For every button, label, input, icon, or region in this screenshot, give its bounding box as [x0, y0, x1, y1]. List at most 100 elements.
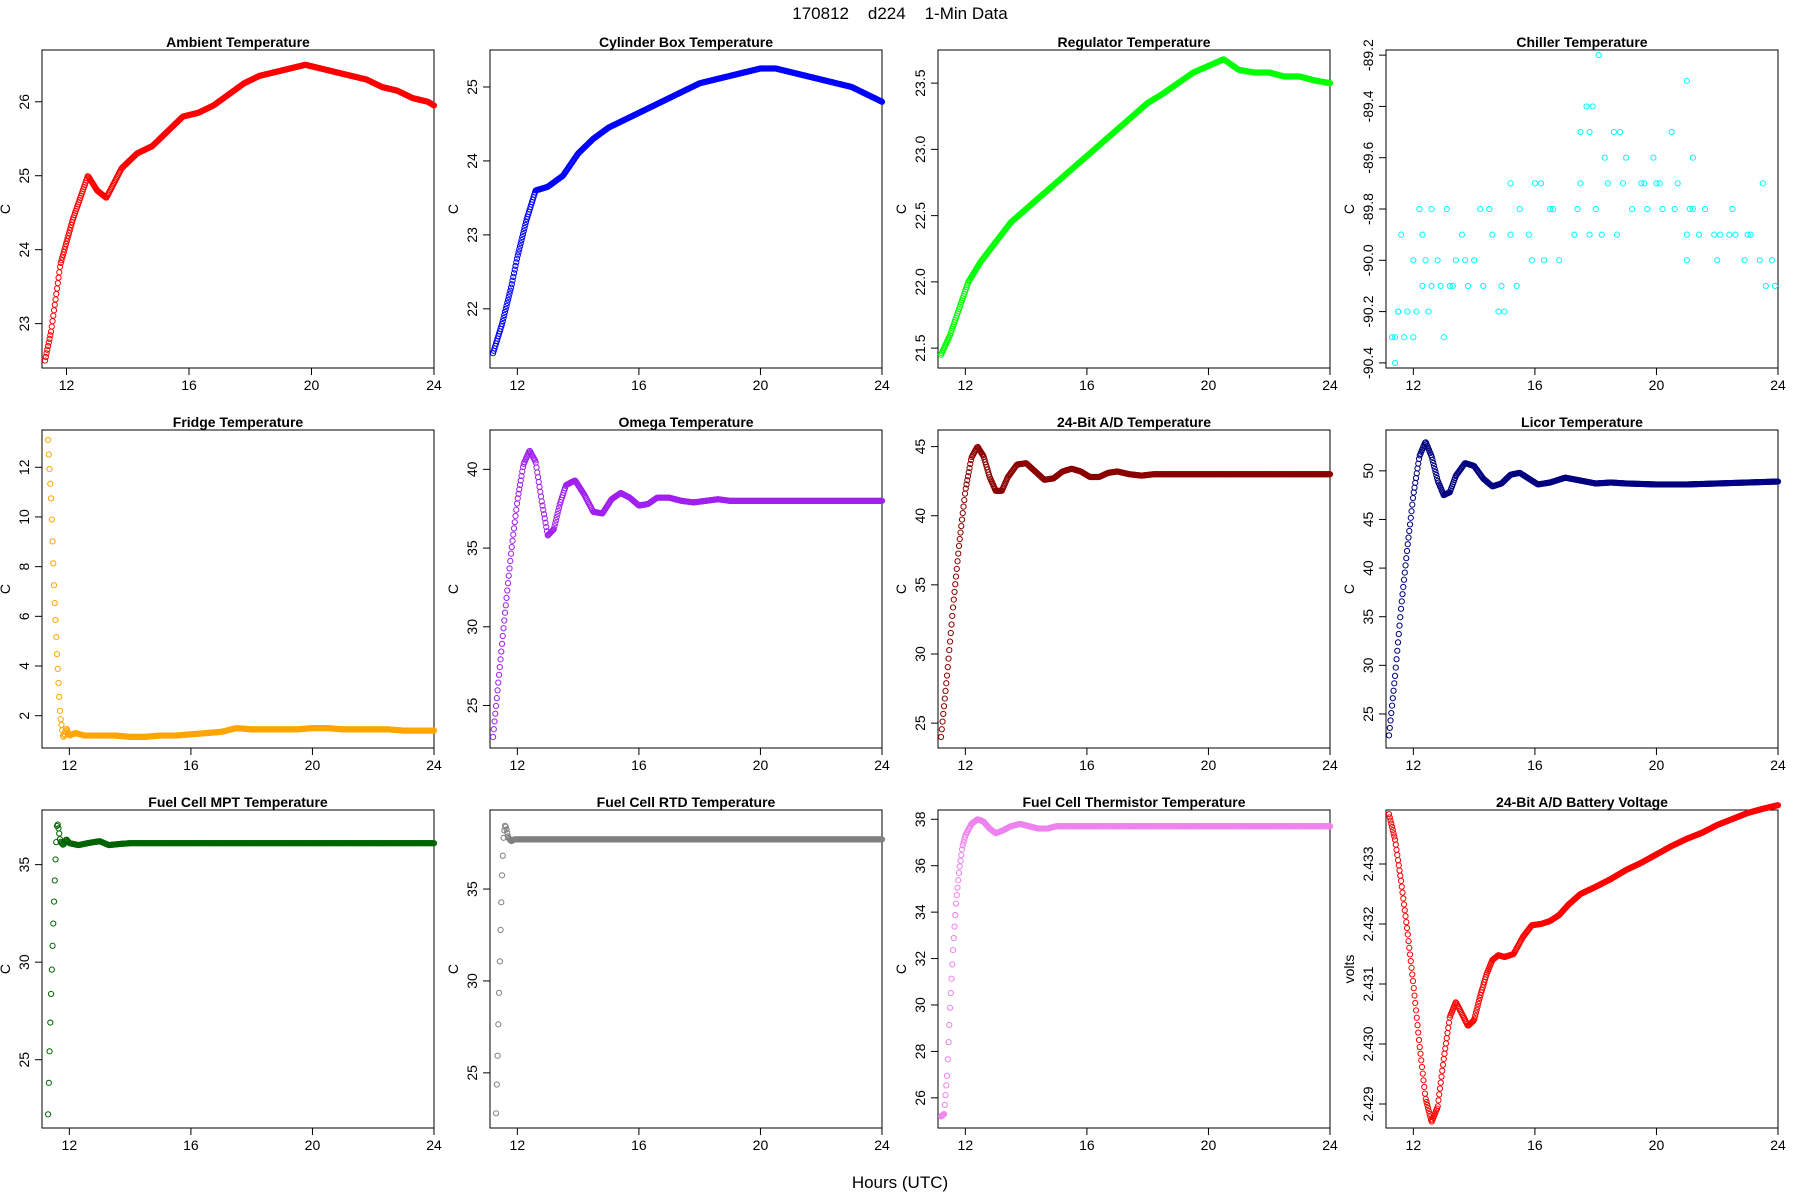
data-point: [46, 1048, 53, 1055]
data-point: [1389, 695, 1396, 702]
data-point: [1410, 334, 1417, 341]
series-points: [492, 822, 886, 1117]
x-tick-label: 24: [874, 1137, 890, 1153]
data-point: [958, 516, 966, 523]
data-point: [553, 513, 560, 521]
data-point: [512, 262, 519, 270]
series-points: [1385, 439, 1782, 739]
data-point: [1589, 103, 1596, 110]
data-point: [45, 451, 52, 458]
data-point: [513, 259, 520, 266]
data-point: [1689, 154, 1697, 161]
data-point: [1501, 308, 1508, 315]
data-point: [45, 339, 52, 346]
data-point: [1489, 231, 1496, 238]
data-point: [1610, 128, 1618, 136]
data-point: [56, 263, 64, 270]
data-point: [539, 502, 546, 509]
x-tick-label: 24: [426, 757, 442, 773]
data-point: [1550, 205, 1557, 213]
data-point: [1400, 583, 1407, 591]
data-point: [41, 357, 49, 364]
y-axis-label: C: [0, 584, 13, 594]
y-tick-label: 45: [912, 439, 928, 455]
data-point: [541, 515, 548, 522]
series-points: [1388, 52, 1779, 366]
data-point: [940, 710, 947, 718]
data-point: [515, 249, 522, 256]
data-point: [1449, 282, 1456, 290]
data-point: [501, 308, 509, 316]
data-point: [1403, 547, 1411, 555]
data-point: [59, 254, 66, 261]
data-point: [513, 506, 520, 513]
x-tick-label: 12: [510, 757, 526, 773]
data-point: [1759, 180, 1766, 187]
data-point: [492, 1110, 500, 1117]
data-point: [1762, 282, 1769, 290]
data-point: [53, 290, 60, 298]
y-tick-label: 35: [16, 857, 32, 873]
data-point: [1428, 282, 1435, 290]
y-tick-label: 8: [16, 563, 32, 571]
chart-title: Ambient Temperature: [166, 34, 310, 50]
data-point: [1714, 257, 1721, 264]
data-point: [1401, 569, 1408, 576]
data-point: [949, 612, 956, 620]
data-point: [498, 648, 505, 655]
data-point: [1546, 205, 1554, 213]
data-point: [940, 703, 948, 710]
series-points: [44, 821, 438, 1118]
y-tick-label: 23.0: [912, 136, 928, 163]
data-point: [957, 529, 964, 536]
data-point: [1440, 334, 1447, 341]
series-points: [44, 436, 438, 740]
data-point: [519, 230, 527, 238]
y-tick-label: 23: [464, 227, 480, 243]
x-tick-label: 20: [753, 377, 769, 393]
data-point: [46, 335, 53, 342]
y-tick-label: 25: [464, 697, 480, 713]
data-point: [516, 486, 523, 493]
data-point: [1574, 205, 1581, 213]
data-point: [510, 270, 518, 277]
data-point: [1461, 257, 1469, 264]
data-point: [1528, 257, 1535, 264]
data-point: [1656, 180, 1663, 187]
y-tick-label: 30: [912, 646, 928, 662]
data-point: [43, 350, 50, 357]
data-point: [489, 733, 497, 741]
y-tick-label: 30: [464, 619, 480, 635]
data-point: [1398, 598, 1405, 605]
data-point: [505, 572, 512, 579]
data-point: [509, 277, 516, 284]
data-point: [494, 1052, 501, 1059]
y-tick-label: 30: [16, 954, 32, 970]
data-point: [1394, 639, 1402, 646]
data-point: [1507, 180, 1514, 187]
data-point: [1458, 231, 1466, 238]
data-point: [952, 573, 960, 580]
x-tick-label: 12: [510, 377, 526, 393]
data-point: [1405, 534, 1412, 541]
data-point: [555, 507, 562, 514]
y-tick-label: -89.8: [1360, 193, 1376, 225]
x-tick-label: 24: [426, 377, 442, 393]
x-tick-label: 16: [183, 757, 199, 773]
y-axis-label: C: [1341, 204, 1357, 214]
y-axis-label: C: [445, 964, 461, 974]
x-tick-label: 12: [62, 757, 78, 773]
data-point: [1583, 103, 1590, 110]
x-tick-label: 16: [1527, 757, 1543, 773]
data-point: [1392, 359, 1399, 366]
data-point: [50, 898, 58, 905]
data-point: [65, 229, 73, 237]
data-point: [937, 733, 945, 741]
data-point: [955, 550, 962, 557]
data-point: [1409, 501, 1416, 508]
x-tick-label: 16: [183, 1137, 199, 1153]
data-point: [1434, 257, 1441, 264]
data-point: [49, 942, 56, 949]
